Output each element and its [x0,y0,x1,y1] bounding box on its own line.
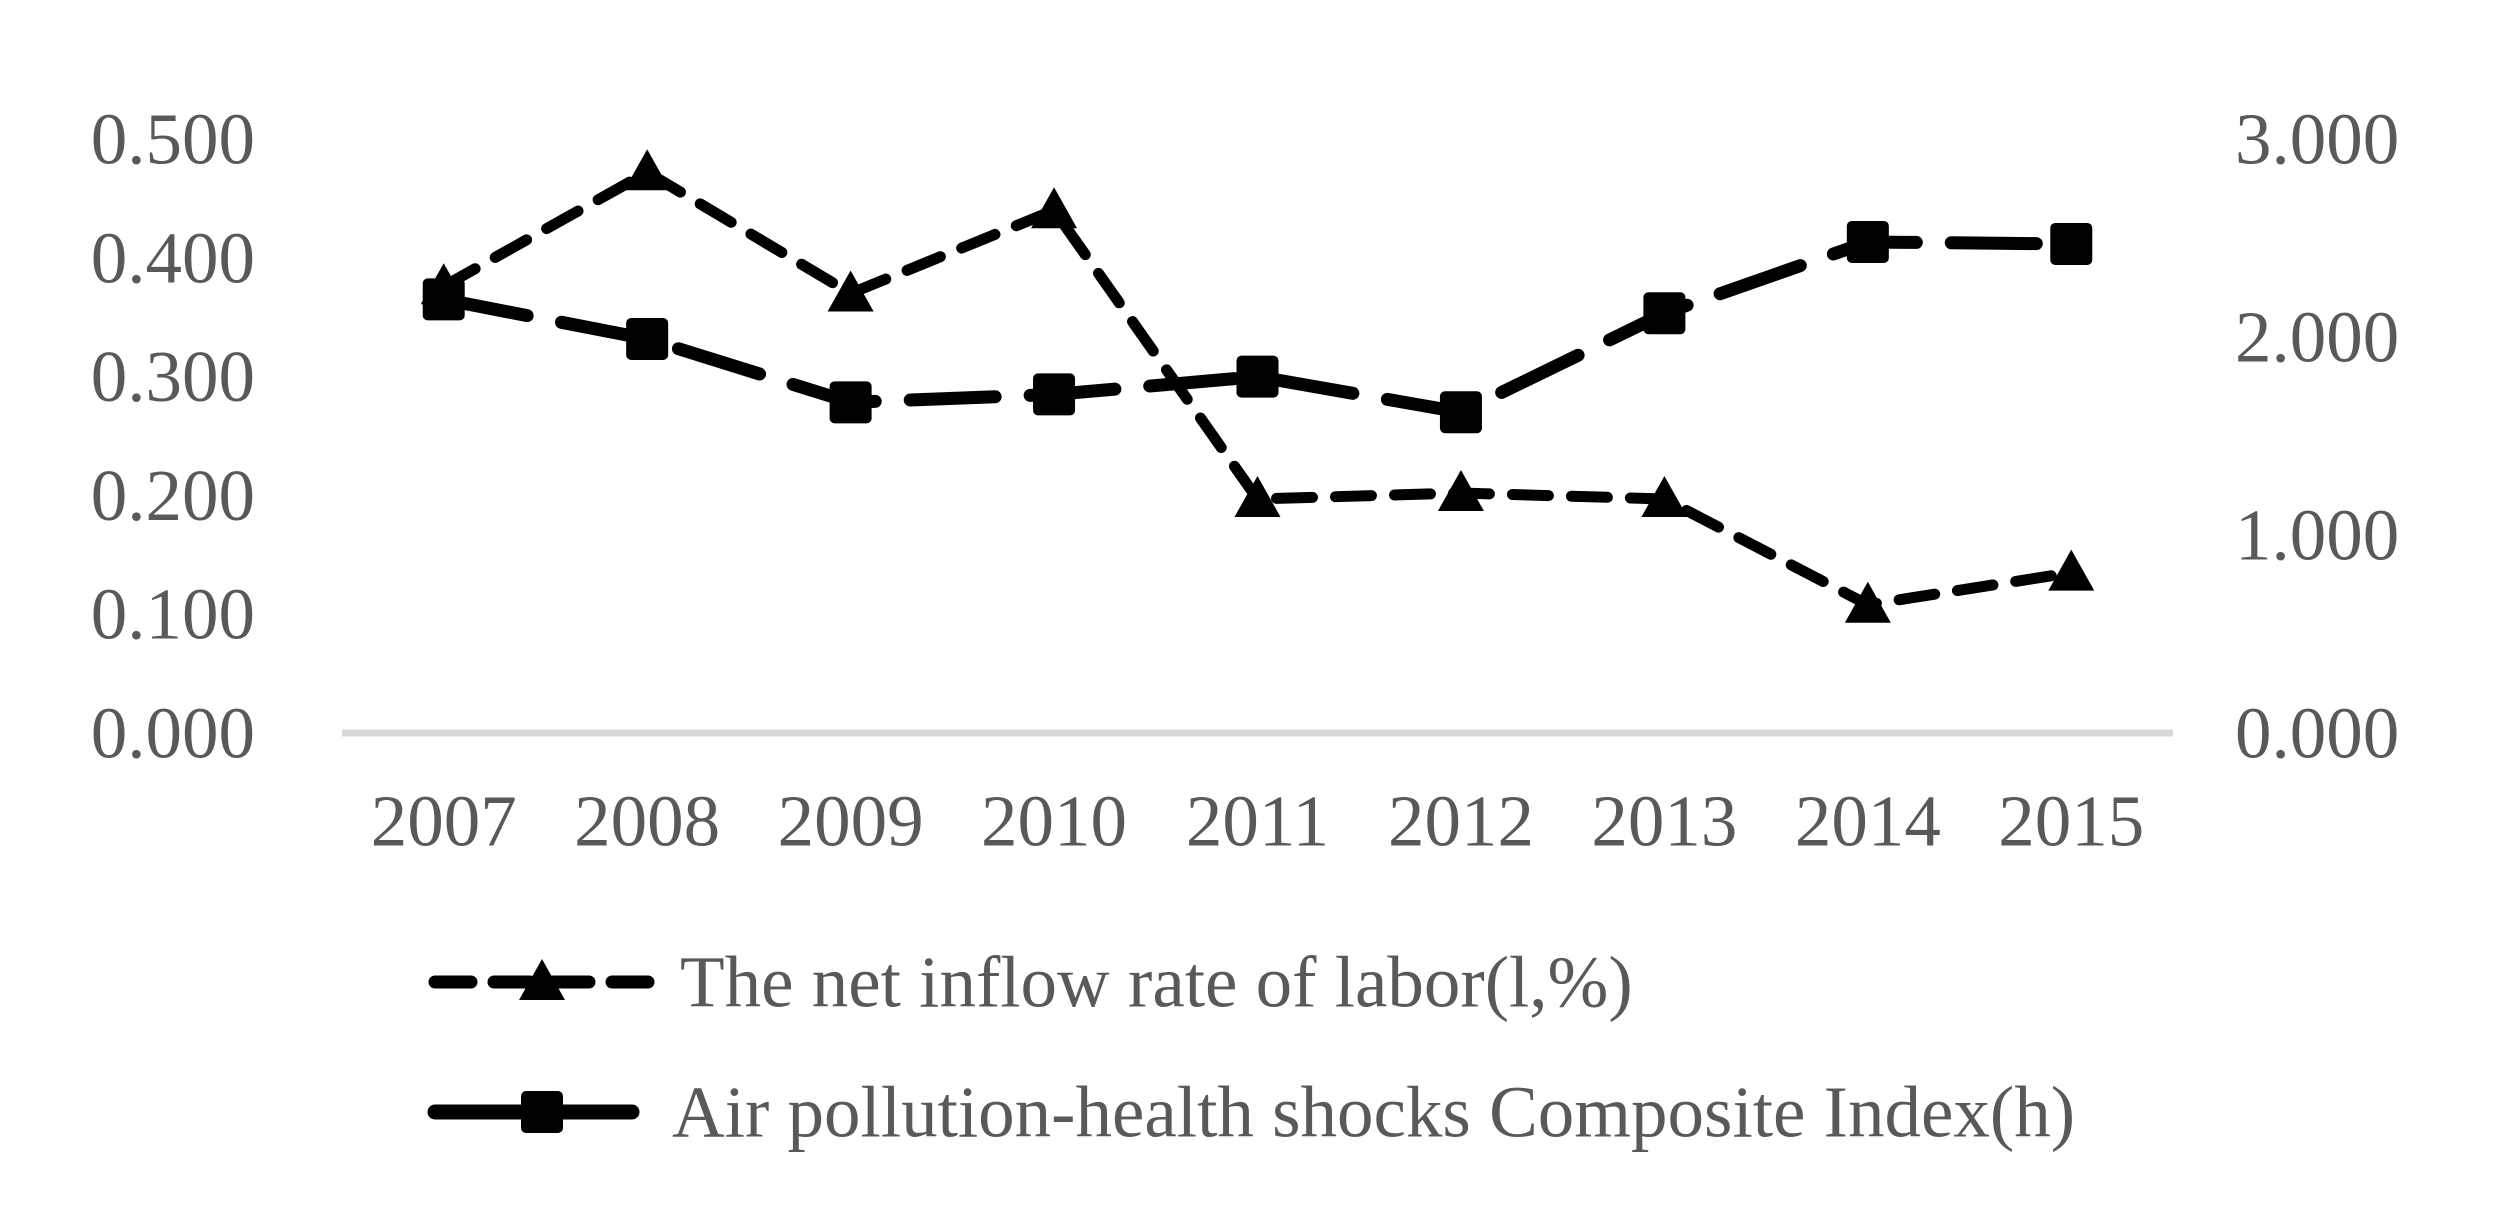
square-marker [1033,373,1076,416]
left-axis-tick-label: 0.200 [91,455,255,536]
left-axis-tick-label: 0.100 [91,574,255,655]
left-axis-tick-label: 0.400 [91,217,255,298]
square-marker [626,317,669,360]
triangle-marker [1437,470,1484,512]
right-axis-tick-label: 0.000 [2235,693,2399,774]
triangle-marker [1844,581,1891,623]
left-axis-tick-label: 0.300 [91,336,255,417]
x-axis-tick-label: 2013 [1591,781,1737,862]
square-marker [1236,355,1279,398]
series-composite-index [422,220,2093,434]
square-marker [1846,220,1889,263]
square-marker [2050,222,2093,265]
x-axis-tick-label: 2011 [1186,781,1329,862]
legend-label: The net inflow rate of labor(l,%) [680,942,1633,1023]
left-axis-tick-label: 0.500 [91,99,255,180]
series-line [437,235,2078,419]
x-axis-tick-label: 2015 [1998,781,2144,862]
right-axis-tick-label: 3.000 [2235,99,2399,180]
legend-label: Air pollution-health shocks Composite In… [672,1072,2075,1153]
triangle-marker [519,959,565,1000]
x-axis-tick-label: 2014 [1795,781,1941,862]
x-axis-tick-label: 2009 [778,781,924,862]
x-axis-tick-label: 2008 [574,781,720,862]
right-axis-tick-label: 2.000 [2235,297,2399,378]
legend-entry: Air pollution-health shocks Composite In… [427,1072,2075,1153]
square-marker [521,1091,563,1133]
triangle-marker [2048,549,2095,591]
square-marker [1439,391,1482,434]
right-axis-tick-label: 1.000 [2235,495,2399,576]
square-marker [829,381,872,424]
x-axis-tick-label: 2007 [371,781,517,862]
x-axis-tick-label: 2010 [981,781,1127,862]
left-axis-tick-label: 0.000 [91,693,255,774]
legend-entry: The net inflow rate of labor(l,%) [428,942,1633,1023]
triangle-marker [1031,187,1078,229]
triangle-marker [624,149,671,191]
triangle-marker [1641,475,1688,517]
square-marker [1643,292,1686,335]
square-marker [422,278,465,321]
x-axis-tick-label: 2012 [1388,781,1534,862]
triangle-marker [827,270,874,312]
triangle-marker [1234,475,1281,517]
